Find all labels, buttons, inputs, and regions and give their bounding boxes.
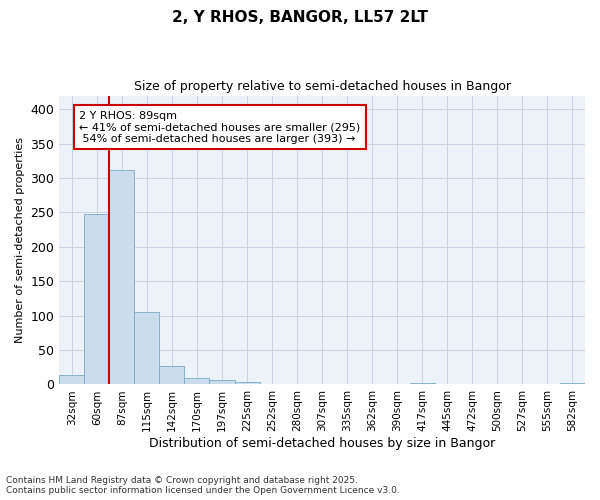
Bar bbox=[235, 382, 260, 384]
Bar bbox=[184, 378, 209, 384]
Bar bbox=[134, 312, 160, 384]
Y-axis label: Number of semi-detached properties: Number of semi-detached properties bbox=[15, 137, 25, 343]
Bar bbox=[59, 375, 85, 384]
Bar bbox=[410, 383, 435, 384]
Text: 2, Y RHOS, BANGOR, LL57 2LT: 2, Y RHOS, BANGOR, LL57 2LT bbox=[172, 10, 428, 25]
Text: 2 Y RHOS: 89sqm
← 41% of semi-detached houses are smaller (295)
 54% of semi-det: 2 Y RHOS: 89sqm ← 41% of semi-detached h… bbox=[79, 110, 361, 144]
Bar bbox=[560, 383, 585, 384]
Title: Size of property relative to semi-detached houses in Bangor: Size of property relative to semi-detach… bbox=[134, 80, 511, 93]
Bar bbox=[85, 214, 109, 384]
Bar bbox=[209, 380, 235, 384]
Bar bbox=[109, 170, 134, 384]
X-axis label: Distribution of semi-detached houses by size in Bangor: Distribution of semi-detached houses by … bbox=[149, 437, 495, 450]
Bar bbox=[160, 366, 184, 384]
Text: Contains HM Land Registry data © Crown copyright and database right 2025.
Contai: Contains HM Land Registry data © Crown c… bbox=[6, 476, 400, 495]
